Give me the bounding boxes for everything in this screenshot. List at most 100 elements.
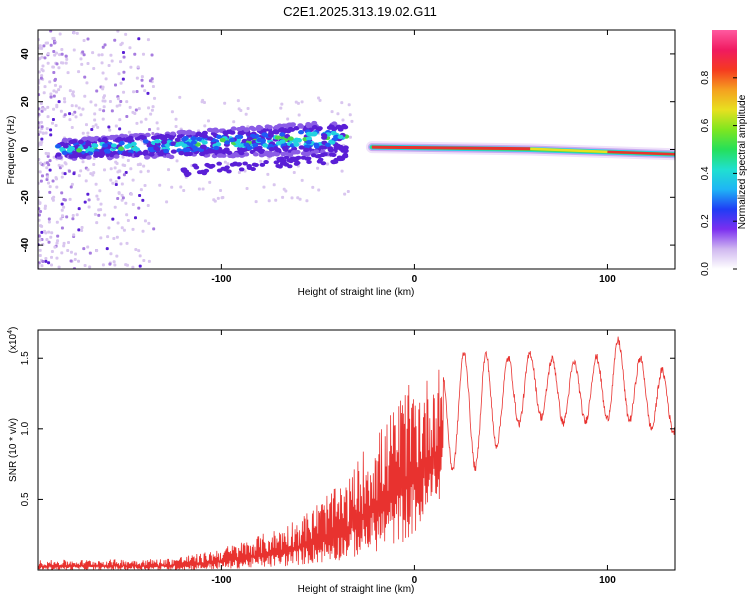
noise-dot <box>65 57 69 61</box>
cluster-blob <box>62 143 69 149</box>
noise-dot <box>98 108 102 112</box>
noise-dot <box>59 217 63 221</box>
cluster-blob <box>228 137 235 143</box>
noise-dot <box>53 83 57 87</box>
noise-dot <box>101 263 105 267</box>
noise-dot <box>220 196 224 200</box>
noise-dot <box>48 185 52 189</box>
snr-y-ticks: 0.5 1.0 1.5 <box>20 351 675 506</box>
noise-dot <box>140 84 144 88</box>
noise-dot <box>124 201 128 205</box>
noise-dot <box>40 55 44 59</box>
noise-dot <box>56 234 60 238</box>
cluster-blob <box>176 130 183 135</box>
noise-dot <box>121 196 125 200</box>
noise-dot <box>88 265 92 269</box>
cluster-blob <box>267 133 274 138</box>
noise-dot <box>48 190 52 194</box>
cluster-blob <box>71 139 78 144</box>
noise-dot <box>77 106 81 110</box>
cluster-blob <box>224 140 231 145</box>
noise-dot <box>146 38 150 42</box>
noise-dot <box>107 64 111 68</box>
noise-dot <box>51 117 55 121</box>
noise-dot <box>71 90 75 94</box>
noise-dot <box>122 228 126 232</box>
noise-dot <box>86 245 90 249</box>
noise-dot <box>95 194 99 198</box>
noise-dot <box>109 178 113 182</box>
noise-dot <box>272 183 276 187</box>
noise-dot <box>72 233 76 237</box>
cluster-blob <box>178 150 185 156</box>
cluster-blob <box>190 140 197 145</box>
noise-dot <box>102 94 106 98</box>
noise-dot <box>82 53 86 57</box>
noise-dot <box>47 261 51 265</box>
cluster-blob <box>114 138 121 143</box>
spectrogram-ytick-label: 0 <box>20 146 31 152</box>
noise-dot <box>71 217 75 221</box>
noise-dot <box>103 43 107 47</box>
noise-dot <box>201 187 205 191</box>
noise-dot <box>147 221 151 225</box>
noise-dot <box>97 208 101 212</box>
noise-dot <box>262 185 266 189</box>
cluster-blob <box>220 149 227 155</box>
noise-dot <box>50 231 54 235</box>
noise-dot <box>112 260 116 264</box>
noise-dot <box>70 104 74 108</box>
noise-dot <box>80 229 84 233</box>
noise-dot <box>68 197 72 201</box>
noise-dot <box>44 41 48 45</box>
noise-dot <box>48 80 52 84</box>
noise-dot <box>49 235 53 239</box>
noise-dot <box>86 61 90 65</box>
noise-dot <box>236 99 240 103</box>
noise-dot <box>151 131 155 135</box>
noise-dot <box>41 259 45 263</box>
noise-dot <box>101 71 105 75</box>
noise-dot <box>80 226 84 230</box>
cluster-blob <box>161 136 168 142</box>
cluster-blob <box>287 164 293 169</box>
noise-dot <box>121 163 125 167</box>
noise-dot <box>305 199 309 203</box>
noise-dot <box>94 103 98 107</box>
noise-dot <box>79 57 83 61</box>
noise-dot <box>69 185 73 189</box>
noise-dot <box>75 31 79 35</box>
noise-dot <box>122 55 126 59</box>
cluster-blob <box>81 136 88 141</box>
cluster-blob <box>216 168 223 173</box>
noise-dot <box>74 104 78 108</box>
noise-dot <box>55 256 59 260</box>
cluster-blob <box>224 165 230 170</box>
cluster-blob <box>305 140 312 145</box>
noise-dot <box>108 262 112 266</box>
noise-dot <box>39 179 43 183</box>
cluster-blob <box>117 149 124 155</box>
noise-dot <box>142 258 146 262</box>
noise-dot <box>101 85 105 89</box>
noise-dot <box>77 259 81 263</box>
noise-dot <box>44 259 48 263</box>
cluster-blob <box>286 122 293 128</box>
noise-dot <box>126 158 130 162</box>
spectrogram-ytick-label: 20 <box>20 96 31 108</box>
noise-dot <box>67 240 71 244</box>
noise-dot <box>49 133 53 137</box>
cluster-blob <box>321 133 328 138</box>
noise-dot <box>95 249 99 253</box>
noise-dot <box>103 213 107 217</box>
noise-dot <box>59 109 63 113</box>
spectrogram-marks <box>38 30 675 269</box>
noise-dot <box>108 100 112 104</box>
noise-dot <box>109 167 113 171</box>
noise-dot <box>75 213 79 217</box>
noise-dot <box>73 258 77 262</box>
noise-dot <box>63 172 67 176</box>
noise-dot <box>147 259 151 263</box>
noise-dot <box>138 194 142 198</box>
cluster-blob <box>88 147 95 152</box>
